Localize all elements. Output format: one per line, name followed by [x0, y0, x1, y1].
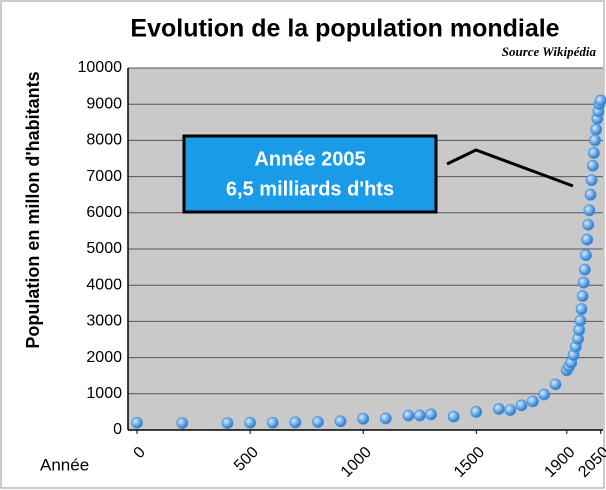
- point: [334, 415, 347, 428]
- point: [470, 405, 483, 418]
- point: [575, 303, 588, 315]
- point: [357, 412, 370, 425]
- y-tick-label: 1000: [86, 385, 122, 402]
- annotation-line: Année 2005: [254, 148, 365, 170]
- y-axis-label: Population en millon d'habitants: [23, 71, 43, 348]
- point: [584, 188, 597, 201]
- point: [549, 378, 562, 391]
- y-tick-label: 0: [113, 421, 122, 438]
- y-tick-label: 4000: [86, 276, 122, 293]
- point: [447, 410, 460, 423]
- y-tick-label: 7000: [86, 168, 122, 185]
- point: [577, 276, 590, 289]
- point: [493, 403, 505, 415]
- point: [538, 388, 551, 401]
- y-tick-label: 5000: [86, 240, 122, 257]
- point: [266, 416, 279, 429]
- point: [312, 416, 324, 428]
- point: [580, 249, 592, 262]
- point: [131, 416, 143, 429]
- point: [425, 408, 437, 421]
- y-tick-label: 2000: [86, 349, 122, 366]
- point: [379, 412, 392, 425]
- point: [579, 263, 591, 276]
- y-tick-label: 9000: [86, 95, 122, 112]
- point: [221, 417, 234, 430]
- y-tick-label: 6000: [86, 204, 122, 221]
- point: [402, 409, 415, 422]
- annotation-box: [182, 134, 438, 214]
- chart-title: Evolution de la population mondiale: [130, 15, 559, 43]
- point: [413, 409, 426, 422]
- y-tick-label: 8000: [86, 132, 122, 149]
- y-tick-label: 10000: [78, 59, 123, 76]
- chart-subtitle: Source Wikipédia: [502, 44, 597, 59]
- x-axis-label: Année: [40, 455, 89, 474]
- point: [176, 417, 189, 430]
- point: [581, 233, 594, 246]
- point: [576, 290, 589, 302]
- point: [594, 94, 606, 107]
- annotation-line: 6,5 milliards d'hts: [226, 178, 394, 200]
- point: [590, 123, 603, 136]
- point: [515, 399, 528, 412]
- point: [582, 218, 595, 231]
- point: [244, 416, 257, 429]
- point: [583, 204, 596, 217]
- point: [289, 416, 302, 429]
- point: [589, 134, 601, 147]
- y-tick-label: 3000: [86, 313, 122, 330]
- point: [504, 404, 517, 416]
- point: [585, 174, 598, 187]
- point: [526, 395, 539, 408]
- annotation-pointer: [446, 148, 574, 188]
- point: [574, 314, 587, 327]
- points: [131, 94, 606, 430]
- point: [586, 159, 599, 172]
- point: [588, 147, 600, 159]
